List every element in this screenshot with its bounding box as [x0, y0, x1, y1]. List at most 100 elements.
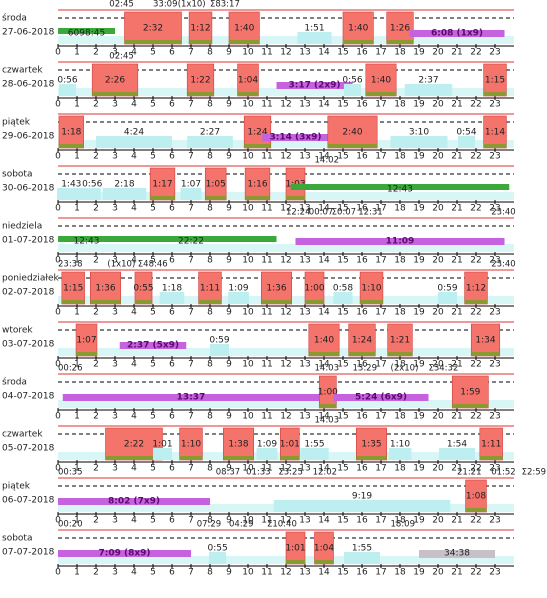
- activity-block: [333, 292, 353, 304]
- header-note: (1x10): [107, 260, 135, 270]
- activity-bottom: [76, 352, 97, 356]
- hour-label: 14: [318, 568, 330, 578]
- day-name: środa: [2, 377, 27, 388]
- hour-label: 13: [299, 152, 310, 162]
- hour-label: 5: [150, 152, 156, 162]
- hour-label: 8: [207, 152, 213, 162]
- hour-label: 18: [394, 568, 406, 578]
- activity-bottom: [205, 196, 227, 200]
- hour-label: 19: [413, 308, 425, 318]
- hour-label: 1: [74, 412, 80, 422]
- duration-label: 1:17: [152, 180, 172, 190]
- hour-label: 11: [261, 204, 272, 214]
- hour-label: 7: [188, 412, 194, 422]
- hour-label: 19: [413, 412, 425, 422]
- duration-label: 1:26: [390, 24, 410, 34]
- hour-label: 19: [413, 256, 425, 266]
- hour-label: 14: [318, 100, 330, 110]
- activity-block: [343, 552, 381, 564]
- activity-block: [119, 342, 187, 349]
- base-band: [58, 36, 514, 44]
- activity-bottom: [356, 456, 387, 460]
- hour-label: 15: [337, 516, 348, 526]
- activity-block: [57, 188, 86, 200]
- hour-label: 10: [242, 568, 254, 578]
- hour-label: 5: [150, 412, 156, 422]
- header-note: 14:03: [315, 416, 340, 426]
- hour-label: 23: [489, 360, 500, 370]
- hour-label: 17: [375, 568, 386, 578]
- activity-bottom: [387, 352, 413, 356]
- hour-label: 3: [112, 256, 118, 266]
- hour-label: 6: [169, 360, 175, 370]
- activity-bottom: [223, 456, 254, 460]
- header-note: 23:40: [491, 260, 516, 270]
- hour-label: 3: [112, 152, 118, 162]
- hour-label: 4: [131, 308, 137, 318]
- duration-label: 1:36: [95, 284, 115, 294]
- header-note: 23:40: [491, 208, 516, 218]
- activity-bottom: [483, 92, 507, 96]
- hour-label: 12: [280, 48, 291, 58]
- hour-label: 1: [74, 464, 80, 474]
- duration-label: 1:55: [352, 544, 372, 554]
- hour-label: 18: [394, 464, 406, 474]
- hour-label: 11: [261, 516, 272, 526]
- header-note: Σ0:07: [332, 208, 356, 218]
- hour-label: 11: [261, 48, 272, 58]
- day-name: sobota: [2, 170, 32, 180]
- hour-label: 16: [356, 100, 368, 110]
- hour-label: 17: [375, 360, 386, 370]
- hour-label: 12: [280, 360, 291, 370]
- hour-label: 19: [413, 48, 425, 58]
- hour-label: 13: [299, 100, 310, 110]
- duration-label: 0:56: [342, 76, 362, 86]
- activity-block: [228, 292, 249, 304]
- hour-label: 10: [242, 204, 254, 214]
- header-note: 00:07: [309, 208, 334, 218]
- activity-bottom: [261, 300, 292, 304]
- hour-label: 9: [226, 568, 232, 578]
- header-note: 00:26: [58, 364, 83, 374]
- hour-label: 17: [375, 516, 386, 526]
- hour-label: 20: [432, 204, 444, 214]
- header-note: 00:35: [58, 468, 83, 478]
- activity-block: [308, 323, 340, 357]
- hour-label: 23: [489, 308, 500, 318]
- hour-label: 17: [375, 48, 386, 58]
- activity-bottom: [308, 352, 340, 356]
- hour-label: 1: [74, 100, 80, 110]
- duration-label: 1:00: [304, 284, 324, 294]
- hour-label: 3: [112, 516, 118, 526]
- hour-label: 19: [413, 100, 425, 110]
- hour-label: 19: [413, 360, 425, 370]
- hour-label: 0: [55, 308, 61, 318]
- hour-label: 13: [299, 256, 310, 266]
- activity-bottom: [179, 456, 203, 460]
- hour-label: 3: [112, 100, 118, 110]
- hour-label: 8: [207, 308, 213, 318]
- header-note: 12:02: [313, 468, 338, 478]
- day-name: piątek: [2, 482, 31, 492]
- duration-label: 1:09: [228, 284, 248, 294]
- hour-label: 9: [226, 100, 232, 110]
- hour-label: 21: [451, 204, 462, 214]
- day-name: czwartek: [2, 66, 43, 76]
- hour-label: 14: [318, 256, 330, 266]
- hour-label: 4: [131, 204, 137, 214]
- hour-label: 20: [432, 308, 444, 318]
- hour-label: 9: [226, 308, 232, 318]
- hour-label: 8: [207, 48, 213, 58]
- hour-label: 1: [74, 256, 80, 266]
- hour-label: 7: [188, 464, 194, 474]
- hour-label: 16: [356, 360, 368, 370]
- hour-label: 9: [226, 464, 232, 474]
- activity-block: [457, 136, 476, 148]
- activity-block: [210, 344, 229, 356]
- hour-label: 6: [169, 152, 175, 162]
- activity-block: [386, 11, 414, 45]
- base-band: [58, 348, 514, 356]
- activity-bottom: [189, 40, 212, 44]
- hour-label: 23: [489, 152, 500, 162]
